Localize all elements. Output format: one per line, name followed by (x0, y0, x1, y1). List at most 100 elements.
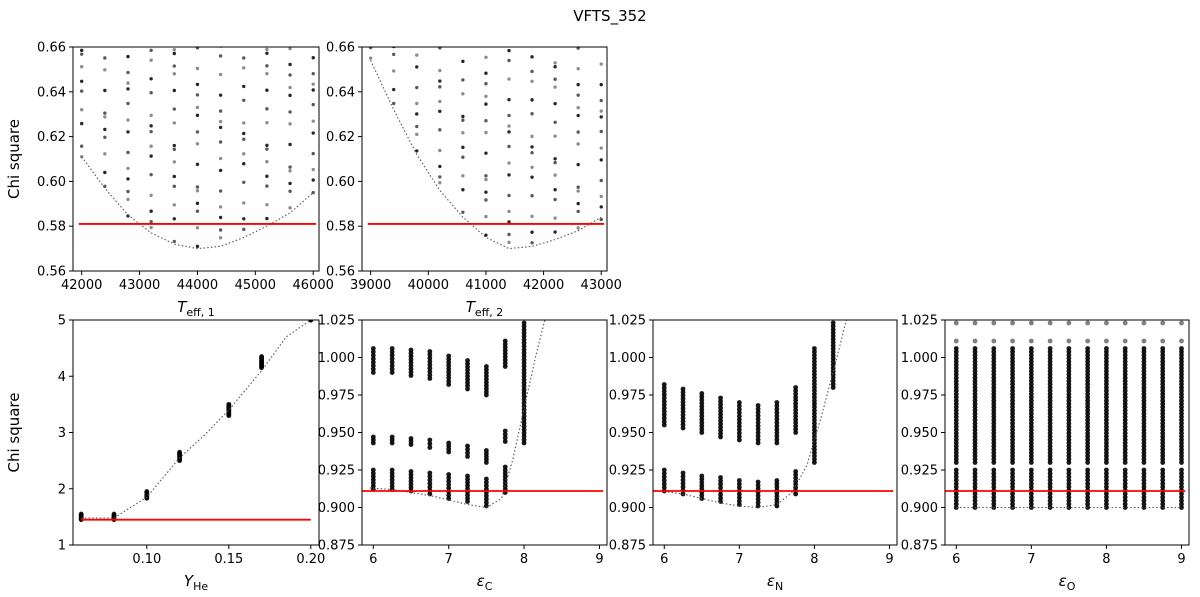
data-point (553, 173, 557, 177)
data-point (311, 82, 315, 86)
data-point (736, 420, 742, 426)
y-tick-label: 0.900 (318, 501, 355, 516)
data-point (1122, 474, 1128, 480)
data-point (599, 178, 603, 183)
x-tick-label: 43000 (581, 278, 622, 293)
data-point (1047, 471, 1053, 476)
data-point (484, 214, 488, 219)
data-point (680, 386, 686, 392)
data-point (972, 471, 978, 476)
data-point (774, 427, 780, 432)
data-point (736, 410, 742, 416)
data-point (103, 135, 107, 139)
data-point (680, 481, 686, 486)
data-point (149, 209, 153, 213)
data-point (736, 427, 742, 433)
data-point (265, 174, 269, 178)
data-point (288, 142, 292, 147)
data-point (218, 189, 223, 193)
data-point (972, 498, 978, 504)
y-tick-label: 1.000 (318, 351, 355, 366)
data-point (1104, 346, 1109, 351)
data-point (311, 178, 315, 182)
data-point (126, 189, 130, 194)
data-point (149, 193, 153, 197)
data-point (484, 177, 488, 182)
data-point (1179, 477, 1184, 483)
data-point (195, 82, 200, 87)
data-point (1028, 484, 1034, 490)
data-point (1122, 471, 1128, 476)
y-tick-label: 0.950 (901, 426, 938, 441)
data-point (553, 120, 557, 124)
data-point (195, 47, 200, 50)
data-point (111, 511, 117, 517)
x-tick-label: 0.15 (214, 552, 243, 567)
data-point (1010, 498, 1015, 504)
data-point (79, 144, 84, 148)
data-point (103, 111, 107, 115)
data-point (530, 145, 534, 149)
data-point (1160, 505, 1166, 510)
data-point (149, 113, 153, 118)
data-point (427, 470, 433, 476)
data-point (415, 112, 419, 116)
data-point (126, 54, 130, 59)
data-point (427, 481, 433, 486)
data-point (736, 400, 742, 405)
data-point (1047, 498, 1053, 504)
data-point (530, 98, 534, 102)
data-point (1122, 484, 1128, 490)
data-point (521, 330, 527, 336)
data-point (1010, 346, 1015, 351)
data-point (265, 147, 269, 151)
data-point (1141, 498, 1147, 504)
data-point (126, 166, 130, 171)
data-point (1104, 494, 1109, 500)
data-point (446, 353, 452, 359)
data-point (972, 494, 978, 500)
data-point (972, 481, 978, 487)
data-point (288, 47, 292, 51)
data-point (1179, 346, 1184, 351)
data-point (521, 333, 527, 339)
data-point (953, 505, 959, 510)
data-point (521, 433, 527, 439)
data-point (242, 42, 245, 45)
data-point (1122, 505, 1128, 510)
data-point (427, 376, 433, 381)
data-point (465, 443, 470, 449)
y-tick-label: 0.900 (609, 501, 646, 516)
x-tick-label: 6 (660, 552, 668, 567)
data-point (530, 214, 534, 219)
data-point (1160, 338, 1166, 344)
data-point (288, 122, 292, 126)
data-point (1160, 346, 1166, 351)
y-tick-label: 0.900 (901, 501, 938, 516)
data-point (972, 484, 978, 490)
y-tick-label: 0.62 (326, 130, 355, 145)
data-point (661, 395, 667, 401)
data-point (265, 88, 269, 92)
data-point (576, 113, 580, 118)
data-point (218, 140, 223, 144)
data-point (389, 366, 395, 372)
data-point (288, 189, 292, 193)
data-point (661, 422, 667, 428)
data-point (218, 93, 223, 97)
data-point (392, 101, 396, 106)
data-point (953, 481, 959, 487)
data-point (242, 152, 246, 156)
data-point (1141, 481, 1147, 487)
data-point (311, 56, 315, 60)
data-point (195, 130, 200, 134)
data-point (484, 130, 488, 135)
data-point (438, 79, 442, 83)
plot-area (78, 42, 317, 250)
data-point (972, 346, 978, 351)
data-point (484, 190, 488, 194)
data-point (736, 406, 742, 412)
data-point (661, 385, 667, 391)
data-point (521, 437, 527, 443)
data-point (1179, 481, 1184, 487)
